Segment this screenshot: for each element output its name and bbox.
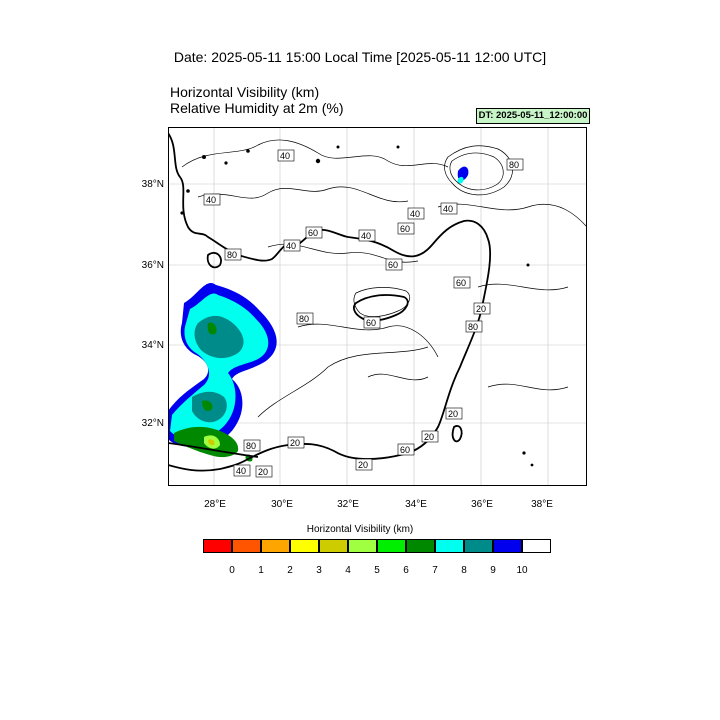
legend-swatch bbox=[464, 539, 493, 553]
svg-text:40: 40 bbox=[410, 209, 420, 219]
svg-text:20: 20 bbox=[476, 304, 486, 314]
contour-label: 20 bbox=[355, 458, 373, 471]
svg-text:60: 60 bbox=[308, 228, 318, 238]
legend-swatch bbox=[203, 539, 232, 553]
svg-text:80: 80 bbox=[227, 250, 237, 260]
legend-swatch bbox=[522, 539, 551, 553]
lon-label: 30°E bbox=[271, 499, 293, 510]
svg-text:20: 20 bbox=[258, 467, 268, 477]
legend-swatch bbox=[261, 539, 290, 553]
lat-label: 36°N bbox=[141, 260, 164, 271]
contour-label: 80 bbox=[243, 439, 261, 452]
lon-label: 32°E bbox=[337, 499, 359, 510]
svg-text:40: 40 bbox=[361, 231, 371, 241]
svg-text:20: 20 bbox=[358, 460, 368, 470]
svg-text:40: 40 bbox=[236, 466, 246, 476]
legend-swatch bbox=[406, 539, 435, 553]
svg-text:80: 80 bbox=[246, 441, 256, 451]
contour-label: 20 bbox=[287, 436, 305, 449]
variable-title-humidity: Relative Humidity at 2m (%) bbox=[170, 100, 344, 116]
map-panel: 40 40 60 40 40 40 40 80 60 80 60 60 20 8… bbox=[168, 127, 587, 486]
legend-swatch bbox=[290, 539, 319, 553]
lon-label: 34°E bbox=[405, 499, 427, 510]
legend-swatch bbox=[348, 539, 377, 553]
legend-tick-label: 1 bbox=[258, 565, 264, 576]
svg-text:20: 20 bbox=[448, 409, 458, 419]
legend-tick-label: 3 bbox=[316, 565, 322, 576]
lat-label: 34°N bbox=[141, 340, 164, 351]
svg-text:40: 40 bbox=[280, 151, 290, 161]
legend-tick-label: 0 bbox=[229, 565, 235, 576]
contour-label: 40 bbox=[283, 239, 301, 252]
svg-text:40: 40 bbox=[443, 204, 453, 214]
legend-swatch bbox=[435, 539, 464, 553]
lat-label: 38°N bbox=[141, 179, 164, 190]
contour-labels: 40 40 60 40 40 40 40 80 60 80 60 60 20 8… bbox=[203, 149, 524, 478]
svg-text:80: 80 bbox=[509, 160, 519, 170]
contour-label: 60 bbox=[305, 226, 323, 239]
legend-tick-label: 7 bbox=[432, 565, 438, 576]
legend-tick-label: 9 bbox=[490, 565, 496, 576]
svg-text:40: 40 bbox=[206, 195, 216, 205]
contour-label: 60 bbox=[385, 258, 403, 271]
lon-label: 38°E bbox=[531, 499, 553, 510]
visibility-shading bbox=[168, 166, 469, 462]
lon-label: 28°E bbox=[204, 499, 226, 510]
contour-label: 40 bbox=[233, 464, 251, 477]
legend-swatch bbox=[377, 539, 406, 553]
legend-swatch bbox=[232, 539, 261, 553]
contour-label: 40 bbox=[440, 202, 458, 215]
map-border bbox=[168, 127, 587, 486]
islands bbox=[180, 145, 534, 467]
svg-text:20: 20 bbox=[290, 438, 300, 448]
svg-text:80: 80 bbox=[468, 322, 478, 332]
legend-title: Horizontal Visibility (km) bbox=[306, 524, 414, 535]
lat-label: 32°N bbox=[141, 418, 164, 429]
lon-label: 36°E bbox=[471, 499, 493, 510]
contour-label: 60 bbox=[397, 443, 415, 456]
legend-swatch bbox=[493, 539, 522, 553]
contour-label: 80 bbox=[465, 320, 483, 333]
contour-label: 60 bbox=[453, 276, 471, 289]
contour-label: 40 bbox=[203, 193, 221, 206]
legend-tick-label: 4 bbox=[345, 565, 351, 576]
contour-label: 80 bbox=[506, 158, 524, 171]
legend-tick-label: 5 bbox=[374, 565, 380, 576]
legend-tick-label: 10 bbox=[516, 565, 528, 576]
svg-text:60: 60 bbox=[388, 260, 398, 270]
svg-text:60: 60 bbox=[400, 445, 410, 455]
svg-text:20: 20 bbox=[424, 432, 434, 442]
svg-text:60: 60 bbox=[400, 224, 410, 234]
lat-axis: 38°N 36°N 34°N 32°N bbox=[120, 0, 164, 720]
contour-label: 60 bbox=[363, 316, 381, 329]
svg-text:40: 40 bbox=[286, 241, 296, 251]
humidity-contours bbox=[181, 139, 587, 418]
legend-tick-label: 2 bbox=[287, 565, 293, 576]
legend-tick-label: 6 bbox=[403, 565, 409, 576]
svg-text:80: 80 bbox=[299, 314, 309, 324]
contour-label: 40 bbox=[407, 207, 425, 220]
svg-text:60: 60 bbox=[456, 278, 466, 288]
contour-label: 40 bbox=[358, 229, 376, 242]
dt-badge: DT: 2025-05-11_12:00:00 bbox=[476, 108, 590, 124]
contour-label: 40 bbox=[277, 149, 295, 162]
date-title: Date: 2025-05-11 15:00 Local Time [2025-… bbox=[173, 49, 547, 65]
contour-label: 20 bbox=[255, 465, 273, 478]
contour-label: 80 bbox=[296, 312, 314, 325]
contour-label: 60 bbox=[397, 222, 415, 235]
contour-label: 20 bbox=[445, 407, 463, 420]
svg-text:60: 60 bbox=[366, 318, 376, 328]
legend-swatch bbox=[319, 539, 348, 553]
contour-label: 80 bbox=[224, 248, 242, 261]
legend-tick-label: 8 bbox=[461, 565, 467, 576]
contour-label: 20 bbox=[473, 302, 491, 315]
contour-label: 20 bbox=[421, 430, 439, 443]
variable-title-visibility: Horizontal Visibility (km) bbox=[170, 84, 320, 100]
